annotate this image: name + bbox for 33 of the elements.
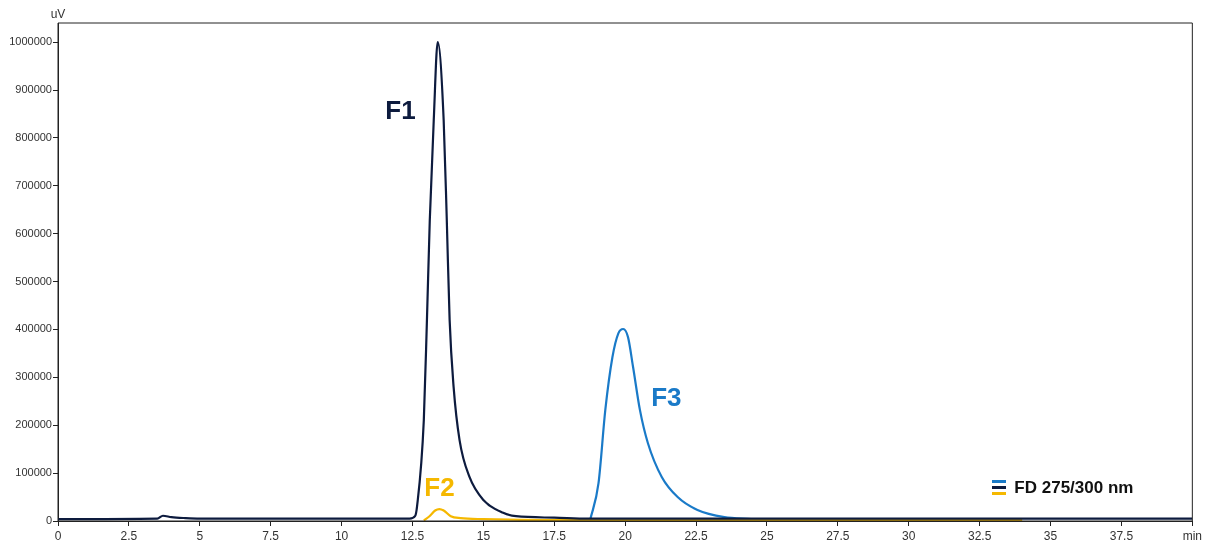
- x-tick-label: 7.5: [262, 528, 280, 543]
- series-label: F3: [651, 382, 682, 413]
- y-tick-label: 300000: [15, 370, 52, 383]
- x-tick-label: 2.5: [120, 528, 138, 543]
- x-tick-label: 10: [334, 528, 349, 543]
- x-tick-label: 27.5: [826, 528, 850, 543]
- y-tick-label: 700000: [15, 178, 52, 191]
- x-tick-label: 5: [196, 528, 204, 543]
- series-label: F1: [385, 95, 416, 126]
- x-tick-label: 20: [618, 528, 633, 543]
- y-tick-label: 400000: [15, 322, 52, 335]
- x-tick-label: 17.5: [542, 528, 567, 543]
- x-tick-label: min: [1182, 528, 1202, 543]
- x-tick-label: 15: [476, 528, 491, 543]
- annotation: FD 275/300 nm: [1014, 477, 1134, 497]
- x-tick-label: 37.5: [1109, 528, 1134, 543]
- x-tick-label: 35: [1043, 528, 1058, 543]
- y-axis-title: uV: [50, 7, 66, 22]
- x-tick-label: 12.5: [400, 528, 425, 543]
- y-tick-label: 600000: [15, 226, 52, 239]
- y-tick-label: 800000: [15, 130, 52, 143]
- x-tick-label: 30: [902, 528, 916, 543]
- y-tick-label: 900000: [15, 83, 52, 96]
- x-tick-label: 0: [54, 528, 62, 543]
- x-tick-label: 32.5: [967, 528, 992, 543]
- y-tick-label: 200000: [15, 418, 52, 431]
- y-tick-label: 1000000: [9, 35, 52, 48]
- y-tick-label: 500000: [15, 274, 52, 287]
- series-label: F2: [424, 472, 455, 503]
- x-tick-label: 25: [760, 528, 774, 543]
- y-tick-label: 100000: [15, 466, 52, 479]
- x-tick-label: 22.5: [684, 528, 709, 543]
- y-tick-label: 0: [45, 514, 52, 527]
